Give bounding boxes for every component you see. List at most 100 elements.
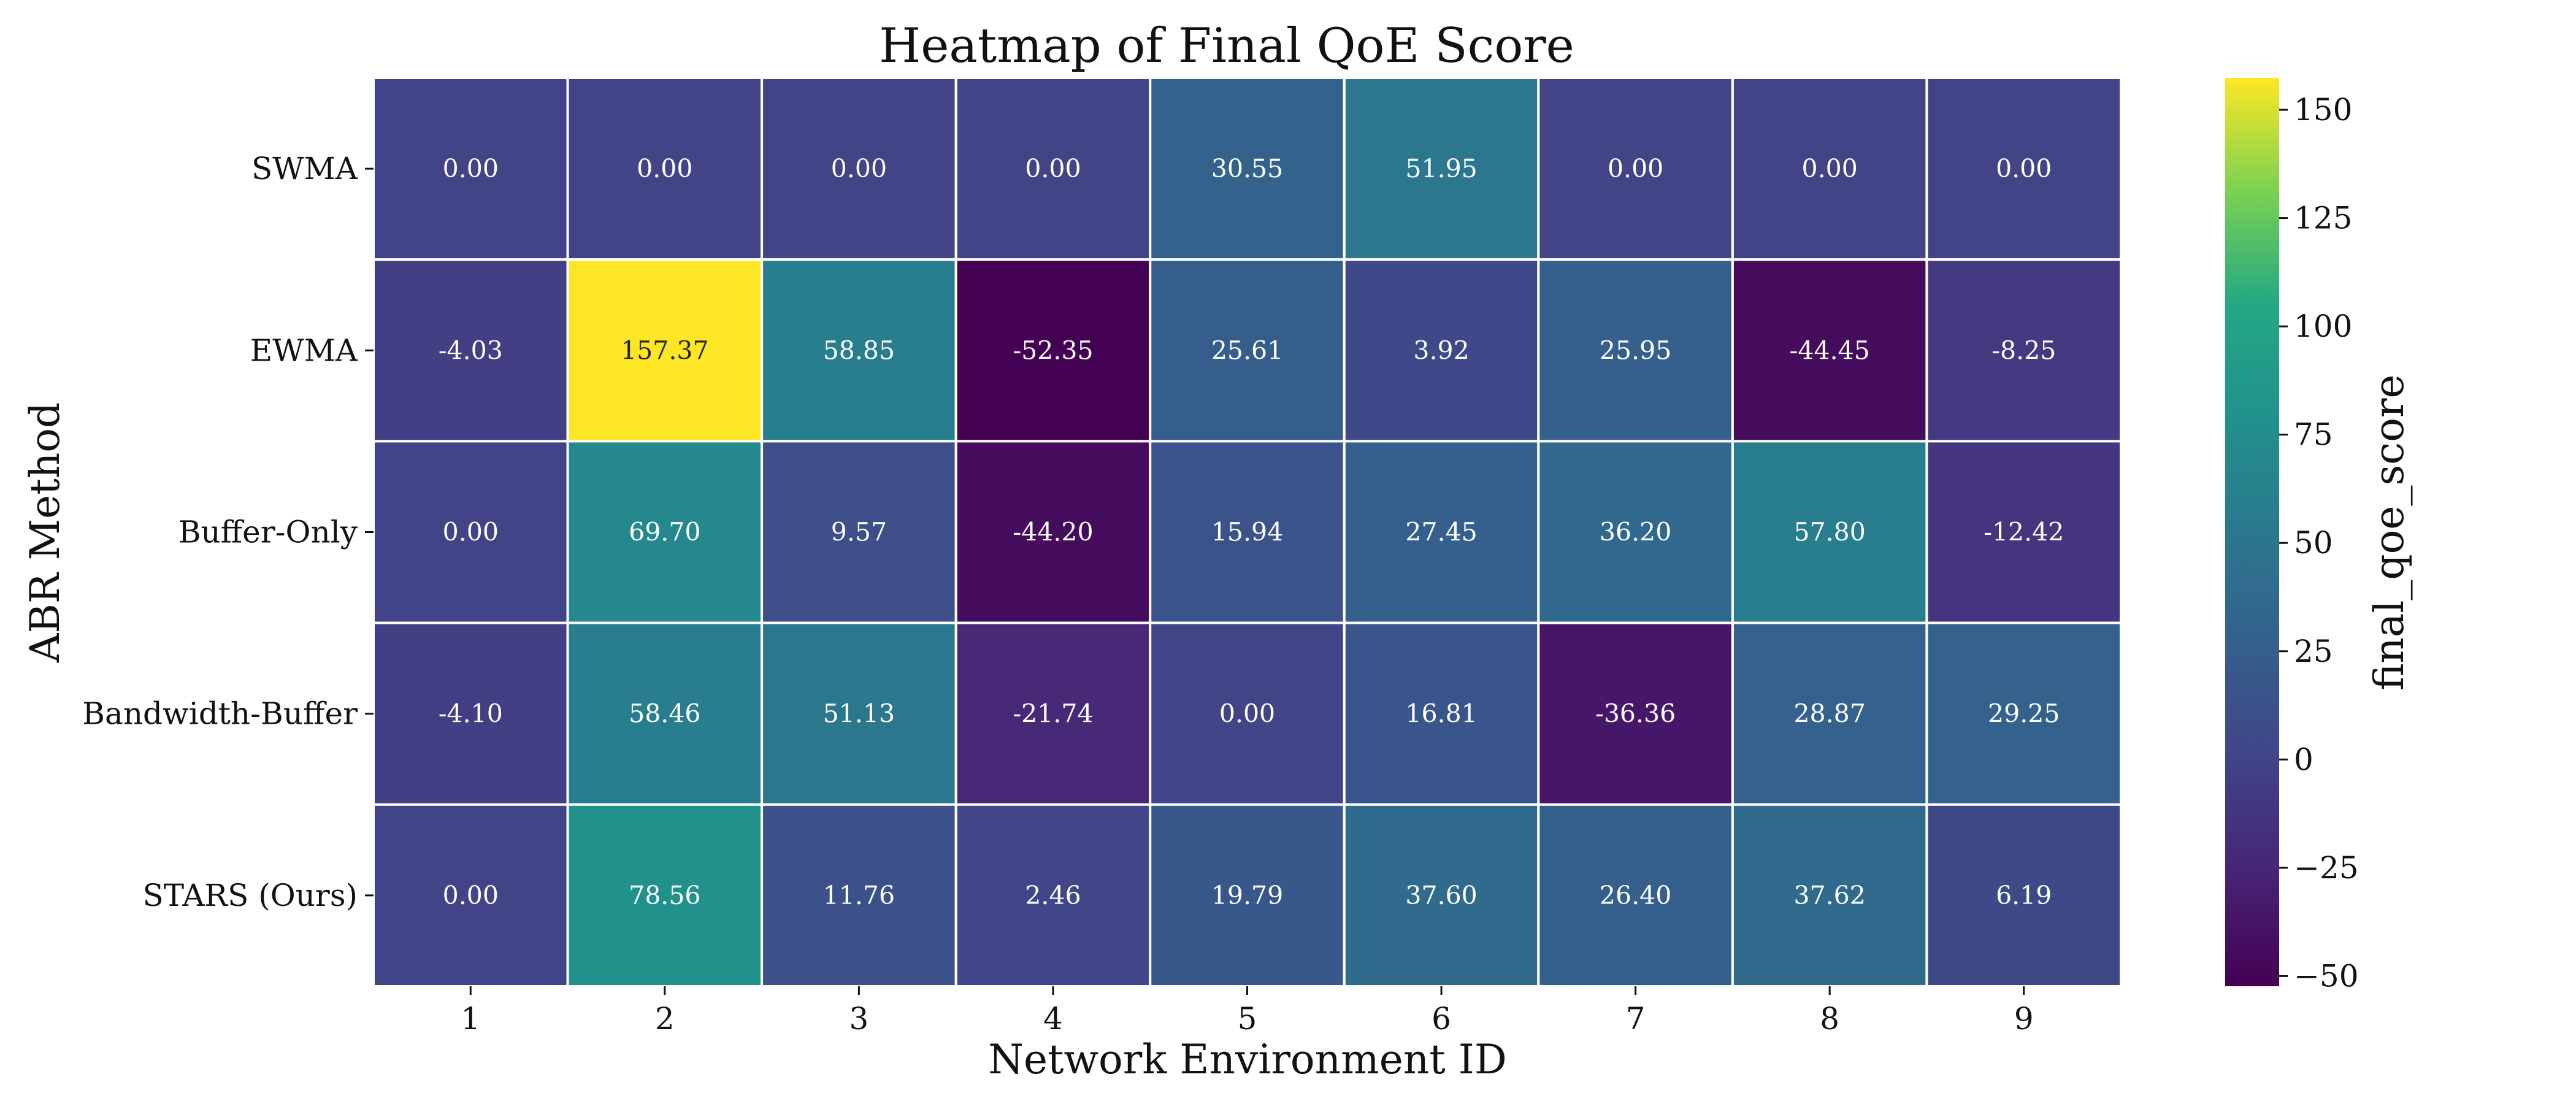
- heatmap-cell: [954, 77, 1152, 261]
- heatmap-cell: [1925, 440, 2122, 624]
- cell-value-label: 15.94: [1211, 518, 1283, 547]
- heatmap-cell: [1149, 440, 1346, 624]
- cell-value-label: -44.20: [1013, 518, 1093, 547]
- heatmap-cell: [954, 803, 1152, 988]
- colorbar-tick-label: −50: [2294, 958, 2359, 994]
- heatmap-cell: [1925, 621, 2122, 806]
- cell-value-label: 27.45: [1405, 518, 1477, 547]
- cell-value-label: 28.87: [1793, 699, 1865, 729]
- cell-value-label: 37.60: [1405, 881, 1477, 910]
- heatmap-cells: [372, 77, 2122, 988]
- cell-value-label: 26.40: [1600, 881, 1671, 910]
- y-axis-label: ABR Method: [21, 402, 69, 664]
- heatmap-cell: [1537, 258, 1734, 443]
- cell-value-label: -4.03: [439, 335, 503, 365]
- cell-value-label: 25.95: [1600, 335, 1671, 365]
- y-tick-label: Bandwidth-Buffer: [82, 696, 358, 732]
- heatmap-cell: [566, 803, 764, 988]
- heatmap-cell: [954, 258, 1152, 443]
- colorbar-tick-label: −25: [2294, 850, 2359, 886]
- heatmap-cell: [566, 440, 764, 624]
- y-axis-ticks: SWMA EWMA Buffer-Only Bandwidth-Buffer STARS…: [82, 151, 374, 913]
- colorbar-tick-label: 50: [2294, 525, 2333, 561]
- cell-value-label: 0.00: [443, 518, 499, 547]
- cell-value-label: 0.00: [443, 881, 499, 910]
- x-tick-label: 7: [1626, 1001, 1646, 1037]
- heatmap-cell: [761, 77, 957, 261]
- colorbar-gradient: [2225, 78, 2279, 986]
- heatmap-cell: [566, 77, 764, 261]
- cell-value-label: 29.25: [1988, 699, 2060, 729]
- x-tick-label: 2: [655, 1001, 675, 1037]
- cell-value-label: 30.55: [1211, 154, 1283, 183]
- x-tick-label: 4: [1043, 1001, 1063, 1037]
- x-tick-label: 3: [849, 1001, 868, 1037]
- cell-value-label: -36.36: [1595, 699, 1676, 729]
- x-tick-label: 5: [1238, 1001, 1257, 1037]
- heatmap-cell: [1343, 77, 1540, 261]
- heatmap-cell: [761, 803, 957, 988]
- cell-value-label: 3.92: [1413, 335, 1469, 365]
- heatmap-cell: [566, 621, 764, 806]
- cell-value-label: 2.46: [1025, 881, 1081, 910]
- heatmap-cell: [1925, 803, 2122, 988]
- cell-value-label: 51.95: [1405, 154, 1477, 183]
- x-tick-label: 1: [461, 1001, 480, 1037]
- cell-value-label: -4.10: [439, 699, 503, 729]
- heatmap-cell-labels: 0.00 0.00 0.00 0.00 30.55 51.95 0.00 0.00 0.00 -4…: [439, 154, 2064, 910]
- cell-value-label: 69.70: [629, 518, 700, 547]
- heatmap-cell: [954, 621, 1152, 806]
- colorbar-tick-label: 125: [2294, 201, 2352, 236]
- heatmap-cell: [1149, 77, 1346, 261]
- cell-value-label: 0.00: [831, 154, 887, 183]
- heatmap-cell: [372, 621, 569, 806]
- cell-value-label: -52.35: [1013, 335, 1093, 365]
- heatmap-cell: [372, 258, 569, 443]
- colorbar-label: final_qoe_score: [2366, 374, 2413, 690]
- x-tick-label: 6: [1432, 1001, 1451, 1037]
- cell-value-label: 58.46: [629, 699, 700, 729]
- heatmap-cell: [372, 77, 569, 261]
- heatmap-cell: [1731, 621, 1928, 806]
- cell-value-label: 0.00: [637, 154, 692, 183]
- cell-value-label: 78.56: [629, 881, 700, 910]
- cell-value-label: 0.00: [443, 154, 499, 183]
- cell-value-label: 0.00: [1025, 154, 1081, 183]
- y-tick-label: STARS (Ours): [142, 878, 358, 913]
- heatmap-cell: [372, 803, 569, 988]
- chart-title: Heatmap of Final QoE Score: [879, 18, 1574, 74]
- heatmap-cell: [761, 258, 957, 443]
- cell-value-label: 157.37: [621, 335, 708, 365]
- colorbar-tick-label: 25: [2294, 634, 2333, 669]
- heatmap-cell: [1537, 803, 1734, 988]
- heatmap-cell: [1343, 803, 1540, 988]
- heatmap-cell: [1149, 258, 1346, 443]
- y-tick-label: SWMA: [251, 151, 358, 186]
- cell-value-label: 37.62: [1793, 881, 1865, 910]
- colorbar-tick-label: 150: [2294, 92, 2352, 128]
- heatmap-cell: [372, 440, 569, 624]
- cell-value-label: 0.00: [1802, 154, 1858, 183]
- cell-value-label: 6.19: [1996, 881, 2052, 910]
- cell-value-label: 36.20: [1600, 518, 1671, 547]
- heatmap-cell: [1537, 440, 1734, 624]
- heatmap-cell: [1925, 258, 2122, 443]
- x-axis-ticks: 1 2 3 4 5 6 7 8 9: [461, 986, 2034, 1037]
- cell-value-label: 0.00: [1996, 154, 2052, 183]
- cell-value-label: 9.57: [831, 518, 887, 547]
- y-tick-label: Buffer-Only: [178, 515, 358, 550]
- cell-value-label: 19.79: [1211, 881, 1283, 910]
- y-tick-label: EWMA: [250, 332, 358, 368]
- cell-value-label: 58.85: [823, 335, 895, 365]
- heatmap-cell: [761, 440, 957, 624]
- cell-value-label: 16.81: [1405, 699, 1477, 729]
- x-axis-label: Network Environment ID: [988, 1036, 1507, 1083]
- cell-value-label: 0.00: [1219, 699, 1275, 729]
- cell-value-label: -12.42: [1984, 518, 2064, 547]
- colorbar-tick-label: 0: [2294, 742, 2313, 777]
- colorbar: −50 −25 0 25 50 75 100 125 150: [2225, 78, 2359, 994]
- cell-value-label: 0.00: [1608, 154, 1663, 183]
- cell-value-label: -44.45: [1790, 335, 1870, 365]
